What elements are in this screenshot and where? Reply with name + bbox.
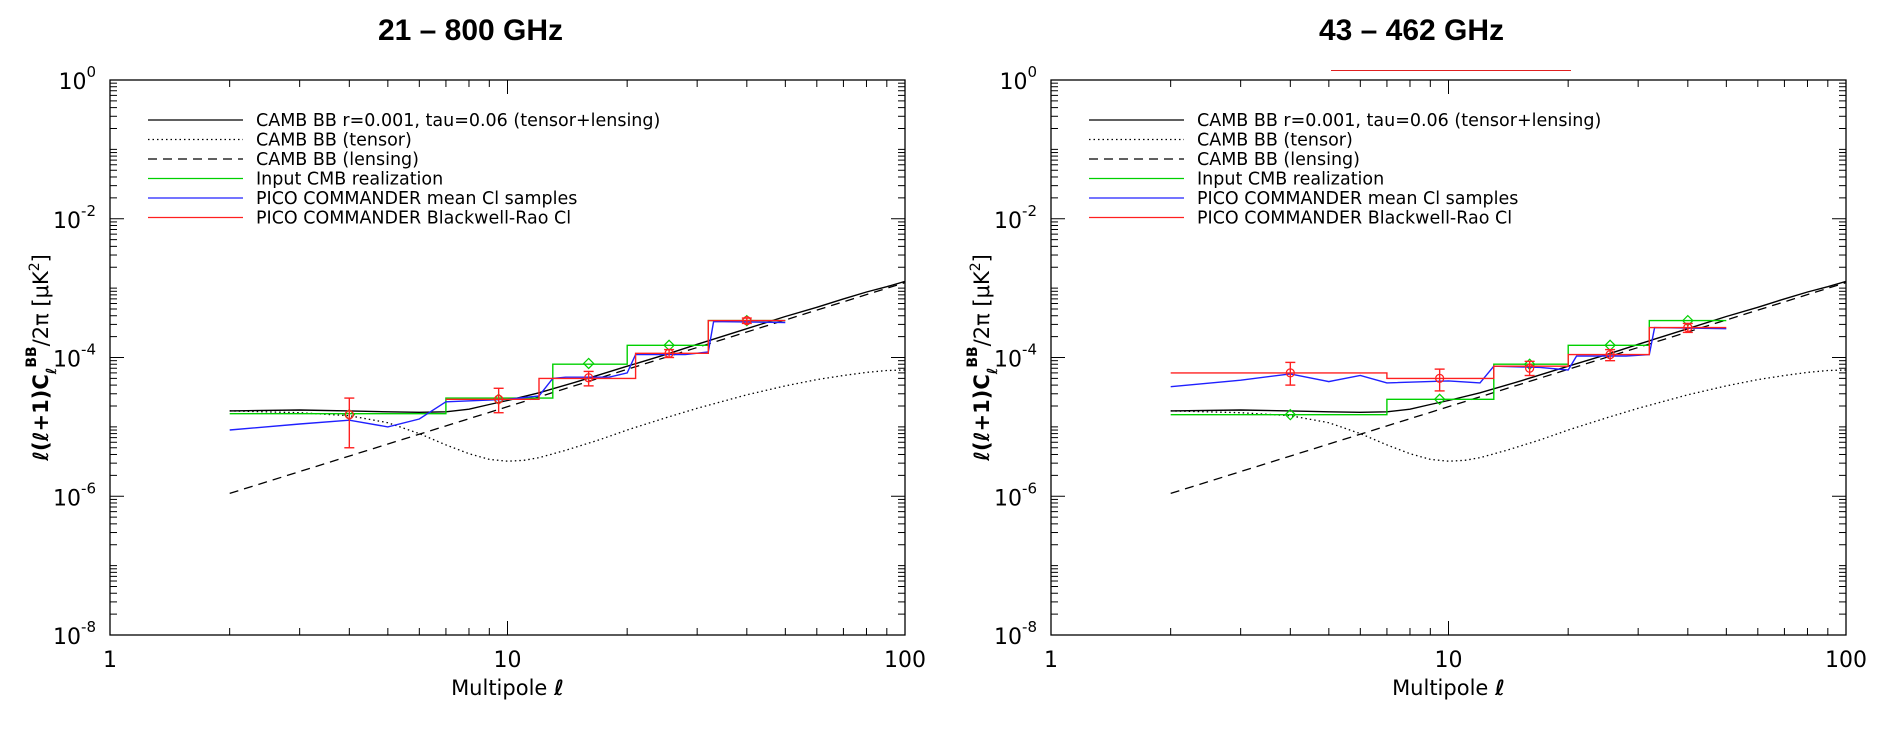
chart-panel-reduced-band: 43 – 462 GHz 1 10 100 100 10-2 10-4 10-6 10-8 Mu… [941, 0, 1882, 729]
x-tick-label: 100 [884, 648, 926, 673]
legend-label: PICO COMMANDER mean Cl samples [1197, 189, 1518, 209]
legend-label: CAMB BB r=0.001, tau=0.06 (tensor+lensin… [256, 111, 660, 131]
chart-plot: 1 10 100 100 10-2 10-4 10-6 10-8 Multipole ℓ ℓ(ℓ+… [24, 63, 926, 700]
legend-label: Input CMB realization [256, 170, 443, 190]
y-tick-label: 10-4 [994, 341, 1037, 373]
y-tick-label: 10-6 [994, 479, 1037, 511]
legend-label: CAMB BB r=0.001, tau=0.06 (tensor+lensin… [1197, 111, 1601, 131]
series-line-5 [1170, 326, 1727, 380]
series-line-0 [1170, 280, 1846, 414]
data-point [664, 348, 674, 358]
series-line-5 [445, 319, 786, 400]
data-point [1285, 368, 1295, 378]
plot-frame [1050, 79, 1847, 636]
plot-frame [109, 79, 906, 636]
chart-plot: 1 10 100 100 10-2 10-4 10-6 10-8 Multipole ℓ ℓ(ℓ+… [965, 63, 1867, 700]
legend-label: CAMB BB (tensor) [256, 131, 412, 151]
series-line-1 [229, 369, 905, 462]
data-point [1524, 363, 1535, 373]
data-marker [1433, 393, 1446, 406]
x-axis-label: Multipole ℓ [1392, 676, 1505, 700]
title-underline [1331, 70, 1571, 71]
data-point [1605, 349, 1615, 360]
chart-title: 43 – 462 GHz [1318, 14, 1505, 47]
series-line-2 [1170, 281, 1846, 495]
x-tick-label: 1 [103, 648, 117, 673]
y-tick-label: 10-4 [53, 341, 96, 373]
legend-label: PICO COMMANDER Blackwell-Rao Cl [256, 209, 571, 229]
legend-label: Input CMB realization [1197, 170, 1384, 190]
data-point [742, 315, 752, 326]
legend-label: CAMB BB (lensing) [1197, 150, 1360, 170]
x-axis-label: Multipole ℓ [451, 676, 564, 700]
chart-panel-full-band: 21 – 800 GHz 1 10 100 100 10-2 10-4 10-6 10-8 Mu… [24, 14, 926, 700]
y-tick-label: 10-2 [53, 202, 96, 234]
y-tick-label: 100 [999, 63, 1037, 95]
series-group [1170, 280, 1846, 495]
data-point [1683, 322, 1693, 333]
chart-title: 21 – 800 GHz [377, 14, 564, 47]
x-tick-label: 10 [1435, 648, 1463, 673]
data-marker [582, 357, 595, 370]
x-tick-label: 100 [1825, 648, 1867, 673]
y-axis-label: ℓ(ℓ+1)CℓBB/2π [μK2] [965, 254, 1001, 462]
legend-label: CAMB BB (lensing) [256, 150, 419, 170]
data-point [344, 410, 354, 420]
data-point [493, 394, 504, 404]
legend-label: PICO COMMANDER mean Cl samples [256, 189, 577, 209]
series-group [229, 280, 905, 495]
legend-label: PICO COMMANDER Blackwell-Rao Cl [1197, 209, 1512, 229]
data-marker [1284, 408, 1297, 421]
y-tick-label: 100 [58, 63, 96, 95]
legend-label: CAMB BB (tensor) [1197, 131, 1353, 151]
x-tick-label: 10 [494, 648, 522, 673]
series-line-2 [229, 281, 905, 495]
y-tick-label: 10-8 [994, 618, 1037, 650]
series-line-1 [1170, 369, 1846, 462]
y-axis-label: ℓ(ℓ+1)CℓBB/2π [μK2] [24, 254, 60, 462]
series-line-0 [229, 280, 905, 414]
y-tick-label: 10-6 [53, 479, 96, 511]
y-tick-label: 10-2 [994, 202, 1037, 234]
data-point [583, 373, 594, 383]
y-tick-label: 10-8 [53, 618, 96, 650]
x-tick-label: 1 [1044, 648, 1058, 673]
data-point [1434, 373, 1445, 384]
